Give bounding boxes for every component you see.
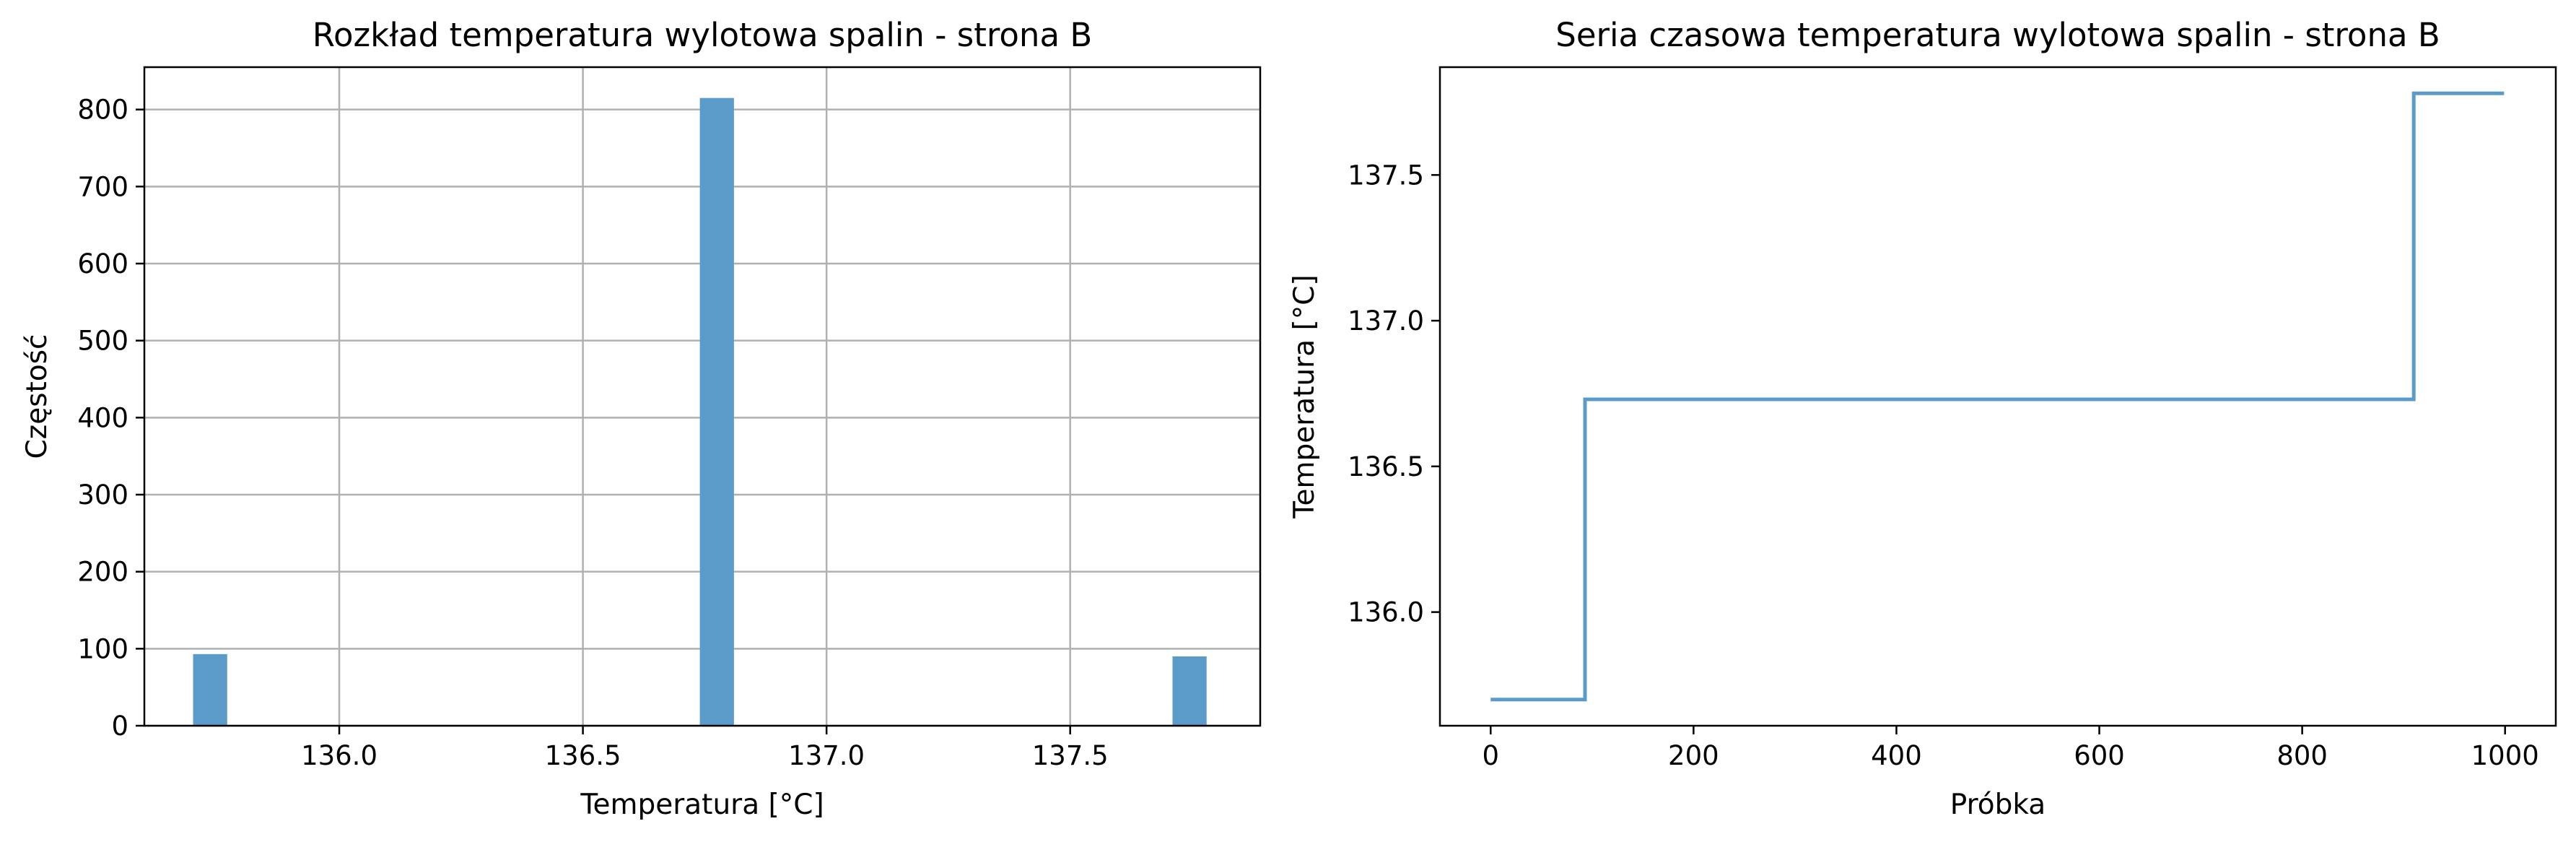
- hist-y-tick-label: 700: [77, 171, 128, 202]
- line-plot-frame: [1438, 66, 2557, 727]
- hist-y-axis-label: Częstość: [21, 334, 53, 459]
- line-y-tick-label: 136.0: [1348, 597, 1424, 628]
- hist-x-tick-label: 136.0: [301, 740, 377, 771]
- line-series-group: [1490, 91, 2505, 702]
- hist-y-ticks: 0 100 200 300 400 500 600 700 800: [77, 95, 144, 742]
- hist-y-tick-label: 100: [77, 633, 128, 664]
- hist-bar: [1172, 656, 1207, 726]
- histogram-chart: Rozkład temperatura wylotowa spalin - st…: [21, 16, 1262, 821]
- line-y-axis-label: Temperatura [°C]: [1288, 274, 1321, 518]
- line-y-tick-label: 137.5: [1348, 160, 1424, 191]
- line-x-tick-label: 800: [2276, 740, 2328, 771]
- line-x-axis-label: Próbka: [1950, 789, 2045, 821]
- line-x-tick-label: 400: [1871, 740, 1922, 771]
- hist-title: Rozkład temperatura wylotowa spalin - st…: [313, 16, 1092, 54]
- line-y-ticks: 136.0 136.5 137.0 137.5: [1348, 160, 1440, 628]
- hist-y-tick-label: 600: [77, 248, 128, 279]
- hist-x-axis-label: Temperatura [°C]: [580, 789, 824, 821]
- temperature-series-line: [1490, 91, 2505, 702]
- line-title: Seria czasowa temperatura wylotowa spali…: [1555, 16, 2440, 54]
- hist-x-tick-label: 137.5: [1032, 740, 1109, 771]
- hist-y-tick-label: 500: [77, 326, 128, 357]
- line-x-ticks: 0 200 400 600 800 1000: [1482, 726, 2539, 771]
- hist-x-tick-label: 136.5: [545, 740, 621, 771]
- line-x-tick-label: 200: [1668, 740, 1719, 771]
- hist-bars: [193, 97, 1207, 726]
- hist-y-tick-label: 400: [77, 402, 128, 433]
- hist-y-tick-label: 300: [77, 479, 128, 511]
- hist-x-tick-label: 137.0: [788, 740, 865, 771]
- timeseries-chart: Seria czasowa temperatura wylotowa spali…: [1288, 16, 2557, 821]
- hist-plot-frame: [143, 66, 1262, 727]
- line-x-tick-label: 1000: [2471, 740, 2539, 771]
- hist-y-tick-label: 800: [77, 95, 128, 126]
- line-y-tick-label: 137.0: [1348, 305, 1424, 337]
- hist-bar: [699, 97, 734, 726]
- hist-y-tick-label: 0: [111, 711, 128, 742]
- line-x-tick-label: 0: [1482, 740, 1499, 771]
- hist-y-tick-label: 200: [77, 557, 128, 588]
- hist-x-ticks: 136.0 136.5 137.0 137.5: [301, 726, 1109, 771]
- hist-bar: [193, 654, 227, 726]
- line-y-tick-label: 136.5: [1348, 451, 1424, 482]
- line-x-tick-label: 600: [2074, 740, 2125, 771]
